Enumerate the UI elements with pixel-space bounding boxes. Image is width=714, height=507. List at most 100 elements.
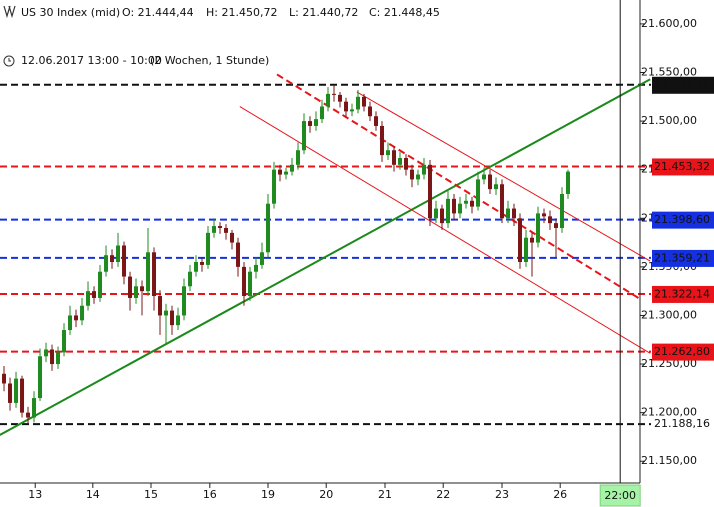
plot-area [0,73,651,436]
candle-body [494,184,499,190]
level-box [652,249,714,267]
candle-body [458,203,463,214]
trend-line [239,106,651,354]
candle-body [248,271,253,297]
candle-body [206,232,211,265]
candle-body [200,262,205,265]
candle-body [110,255,115,263]
candle-body [536,213,541,243]
candle-body [356,96,361,110]
level-box [652,211,714,229]
candle-body [236,242,241,267]
x-tick-label: 26 [553,488,567,501]
x-tick-label: 13 [28,488,42,501]
candle-body [242,266,247,297]
trend-line [0,78,651,436]
candle-body [440,208,445,224]
candle-body [344,101,349,112]
candle-body [320,106,325,120]
candle-body [80,305,85,321]
candle-body [404,158,409,170]
current-time-label: 22:00 [604,489,636,502]
level-box [652,76,714,94]
candle-body [212,226,217,233]
candle-body [152,252,157,297]
candle-body [14,378,19,403]
candle-body [284,171,289,175]
candle-body [272,169,277,204]
level-label: 21.398,60 [654,213,710,226]
candle-body [194,262,199,272]
y-tick-label: 21.600,00 [641,17,697,30]
candle-body [500,184,505,219]
candle-body [266,203,271,253]
ohlc-low: L: 21.440,72 [289,6,358,19]
candle-body [446,198,451,224]
x-tick-label: 23 [495,488,509,501]
candle-body [374,116,379,126]
x-tick-label: 16 [203,488,217,501]
x-tick-label: 19 [261,488,275,501]
clock-icon [3,55,15,67]
candle-body [50,349,55,365]
candle-body [314,119,319,126]
candle-body [170,310,175,326]
level-label: 21.359,21 [654,251,710,264]
candle-body [506,208,511,219]
y-tick-label: 21.550,00 [641,65,697,78]
level-label: 21.322,14 [654,287,710,300]
candle-body [182,286,187,316]
index-icon [3,5,16,19]
candle-body [128,276,133,298]
x-tick-label: 15 [144,488,158,501]
candle-body [518,218,523,263]
candle-body [302,121,307,151]
instrument: US 30 Index (mid) [21,6,120,19]
candle-body [392,150,397,165]
candle-body [20,378,25,413]
candle-body [470,200,475,207]
level-label: 21.262,80 [654,345,710,358]
y-tick-label: 21.500,00 [641,114,697,127]
candle-body [140,286,145,292]
candle-body [38,356,43,399]
candle-body [464,200,469,204]
trend-line [356,91,651,262]
candle-body [476,179,481,207]
candle-body [290,164,295,172]
candle-body [164,310,169,316]
candle-body [554,223,559,228]
candle-body [308,121,313,126]
candle-body [104,255,109,272]
candle-body [452,198,457,214]
level-label: 21.453,32 [654,160,710,173]
y-tick-label: 21.150,00 [641,454,697,467]
candle-body [56,352,61,365]
candle-body [218,226,223,228]
range: (2 Wochen, 1 Stunde) [150,54,269,67]
candle-body [482,174,487,180]
y-tick-label: 21.300,00 [641,308,697,321]
level-box [652,343,714,361]
candle-body [512,208,517,219]
candle-body [86,291,91,306]
candle-body [398,158,403,165]
candle-body [566,171,571,194]
candle-body [548,216,553,224]
candle-body [2,373,7,384]
candle-body [116,245,121,263]
candle-body [176,315,181,326]
level-label: 21.188,16 [654,417,710,430]
clock-hands [8,58,11,62]
candle-body [416,174,421,180]
candle-body [134,286,139,298]
candle-body [278,169,283,175]
candle-body [8,383,13,403]
candle-body [146,252,151,292]
y-tick-label: 21.200,00 [641,406,697,419]
x-tick-label: 22 [436,488,450,501]
candle-body [434,208,439,219]
candle-body [410,169,415,180]
candle-body [74,315,79,321]
